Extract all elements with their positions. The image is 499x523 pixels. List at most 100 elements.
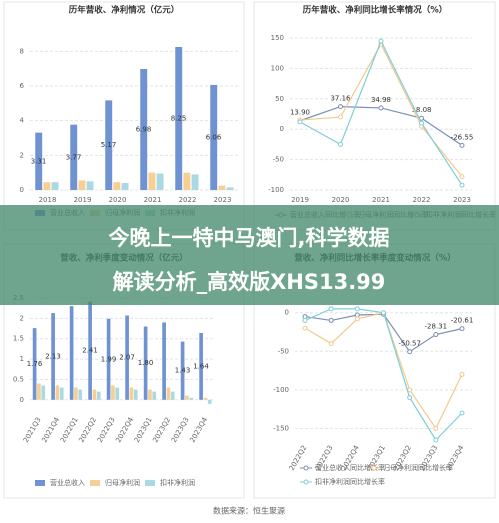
bar — [129, 387, 134, 400]
bar — [175, 47, 183, 190]
point — [433, 332, 439, 338]
data-label: 18.08 — [411, 106, 431, 114]
y-tick-label: 2 — [20, 151, 24, 159]
y-tick-label: 0 — [20, 396, 24, 404]
y-tick-label: 8 — [20, 47, 24, 55]
source: 数据来源：恒生聚源 — [213, 506, 285, 516]
data-label: 1.99 — [101, 355, 117, 363]
point — [433, 425, 439, 431]
y-tick-label: 150 — [271, 34, 284, 42]
bar — [113, 182, 121, 190]
point — [338, 104, 343, 110]
bar — [92, 389, 97, 400]
legend-swatch — [371, 465, 377, 471]
y-tick-label: 0 — [280, 125, 284, 133]
data-label: 6.98 — [136, 126, 152, 134]
data-label: 3.31 — [31, 157, 47, 165]
bar — [148, 389, 152, 400]
bar — [148, 172, 156, 190]
point — [407, 395, 413, 401]
y-tick-label: -100 — [273, 386, 289, 394]
y-tick-label: 6 — [20, 82, 25, 90]
point — [459, 142, 465, 148]
x-tick-label: 2021 — [144, 196, 162, 204]
bar — [143, 326, 148, 400]
point — [433, 437, 439, 443]
y-tick-label: 2 — [20, 314, 24, 322]
legend-label: 归母净利润同比增长率 — [383, 463, 453, 472]
bar — [140, 69, 148, 190]
chart-title: 历年营收、净利情况（亿元） — [69, 5, 180, 16]
x-tick-label: 2022 — [413, 196, 431, 204]
bar — [133, 389, 138, 400]
legend-swatch — [303, 479, 309, 485]
data-label: 8.25 — [171, 115, 187, 123]
legend-label: 营业总收入同比增长率 — [315, 463, 385, 472]
data-label: 2.41 — [82, 347, 98, 355]
point — [338, 114, 343, 120]
bar — [162, 322, 166, 400]
data-label: -26.55 — [451, 133, 474, 141]
bar — [78, 180, 86, 190]
bar — [170, 391, 175, 400]
bar — [105, 100, 113, 190]
point — [378, 38, 384, 44]
bar — [111, 385, 115, 400]
bar — [74, 387, 78, 400]
data-label: 13.90 — [290, 109, 310, 117]
x-tick-label: 2023Q4 — [188, 416, 209, 445]
point — [459, 174, 465, 180]
y-tick-label: 4 — [20, 117, 25, 125]
overlay-text: 今晚上一特中马澳门,科学数据 — [109, 226, 390, 250]
x-tick-label: 2019 — [74, 196, 92, 204]
y-tick-label: 1.5 — [13, 335, 24, 343]
chart-title: 历年营收、净利同比增长率情况（%） — [303, 5, 448, 16]
bar — [88, 301, 92, 400]
y-tick-label: 0 — [20, 186, 24, 194]
point — [419, 120, 424, 126]
bar — [59, 387, 64, 400]
point — [302, 325, 308, 331]
data-label: 1.76 — [27, 360, 43, 368]
bar — [32, 328, 37, 400]
legend-label: 扣非净利润同比增长率 — [315, 477, 385, 486]
bar — [125, 315, 129, 400]
x-tick-label: 2019 — [291, 196, 309, 204]
bar — [43, 182, 51, 190]
legend-label: 营业总收入 — [50, 478, 85, 487]
point — [354, 306, 360, 312]
y-tick-label: -50 — [273, 156, 284, 164]
legend-label: 扣非净利润 — [160, 478, 195, 487]
bar — [115, 387, 120, 400]
bar — [226, 187, 234, 190]
bar — [166, 387, 171, 400]
line — [299, 106, 463, 146]
y-tick-label: 0.5 — [13, 375, 24, 383]
point — [354, 316, 360, 322]
data-label: 1.64 — [193, 362, 209, 370]
bar — [37, 383, 41, 400]
point — [459, 410, 465, 416]
bar — [106, 318, 111, 400]
bar — [156, 173, 164, 190]
point — [378, 105, 384, 111]
legend-swatch — [303, 465, 309, 471]
point — [297, 119, 303, 125]
data-label: 1.43 — [175, 367, 191, 375]
line — [299, 39, 463, 186]
bar — [69, 306, 74, 400]
point — [381, 310, 386, 316]
bar — [191, 174, 199, 190]
bar — [86, 181, 94, 190]
bar — [121, 183, 129, 190]
bar — [189, 397, 194, 400]
y-tick-label: 100 — [271, 64, 284, 72]
point — [459, 371, 465, 377]
y-tick-label: 0 — [285, 309, 289, 317]
point — [328, 306, 334, 312]
point — [407, 349, 413, 355]
data-label: 2.07 — [119, 354, 135, 362]
data-label: -50.57 — [398, 340, 421, 348]
y-tick-label: -100 — [268, 186, 284, 194]
